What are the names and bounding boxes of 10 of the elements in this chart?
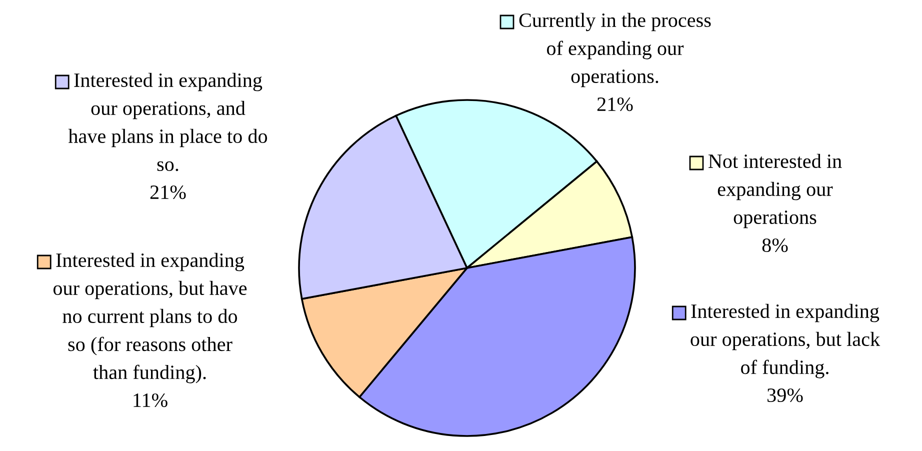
data-label: 8% [762, 238, 788, 252]
legend-label: Interested in expanding our operations, and have plans in place to do so. [68, 72, 268, 172]
data-label: 21% [597, 97, 633, 112]
legend-label: Currently in the process of expanding our operations. [519, 12, 711, 88]
data-label: 39% [768, 388, 803, 402]
legend-label: Interested in expanding our operations, but have no current plans to do so (for reasons other than funding). [53, 252, 247, 384]
data-label: 11% [134, 393, 168, 408]
data-label: 21% [150, 185, 186, 200]
legend-label: Not interested in expanding our operations [708, 154, 842, 228]
legend-label: Interested in expanding our operations, but lack of funding. [690, 304, 880, 378]
